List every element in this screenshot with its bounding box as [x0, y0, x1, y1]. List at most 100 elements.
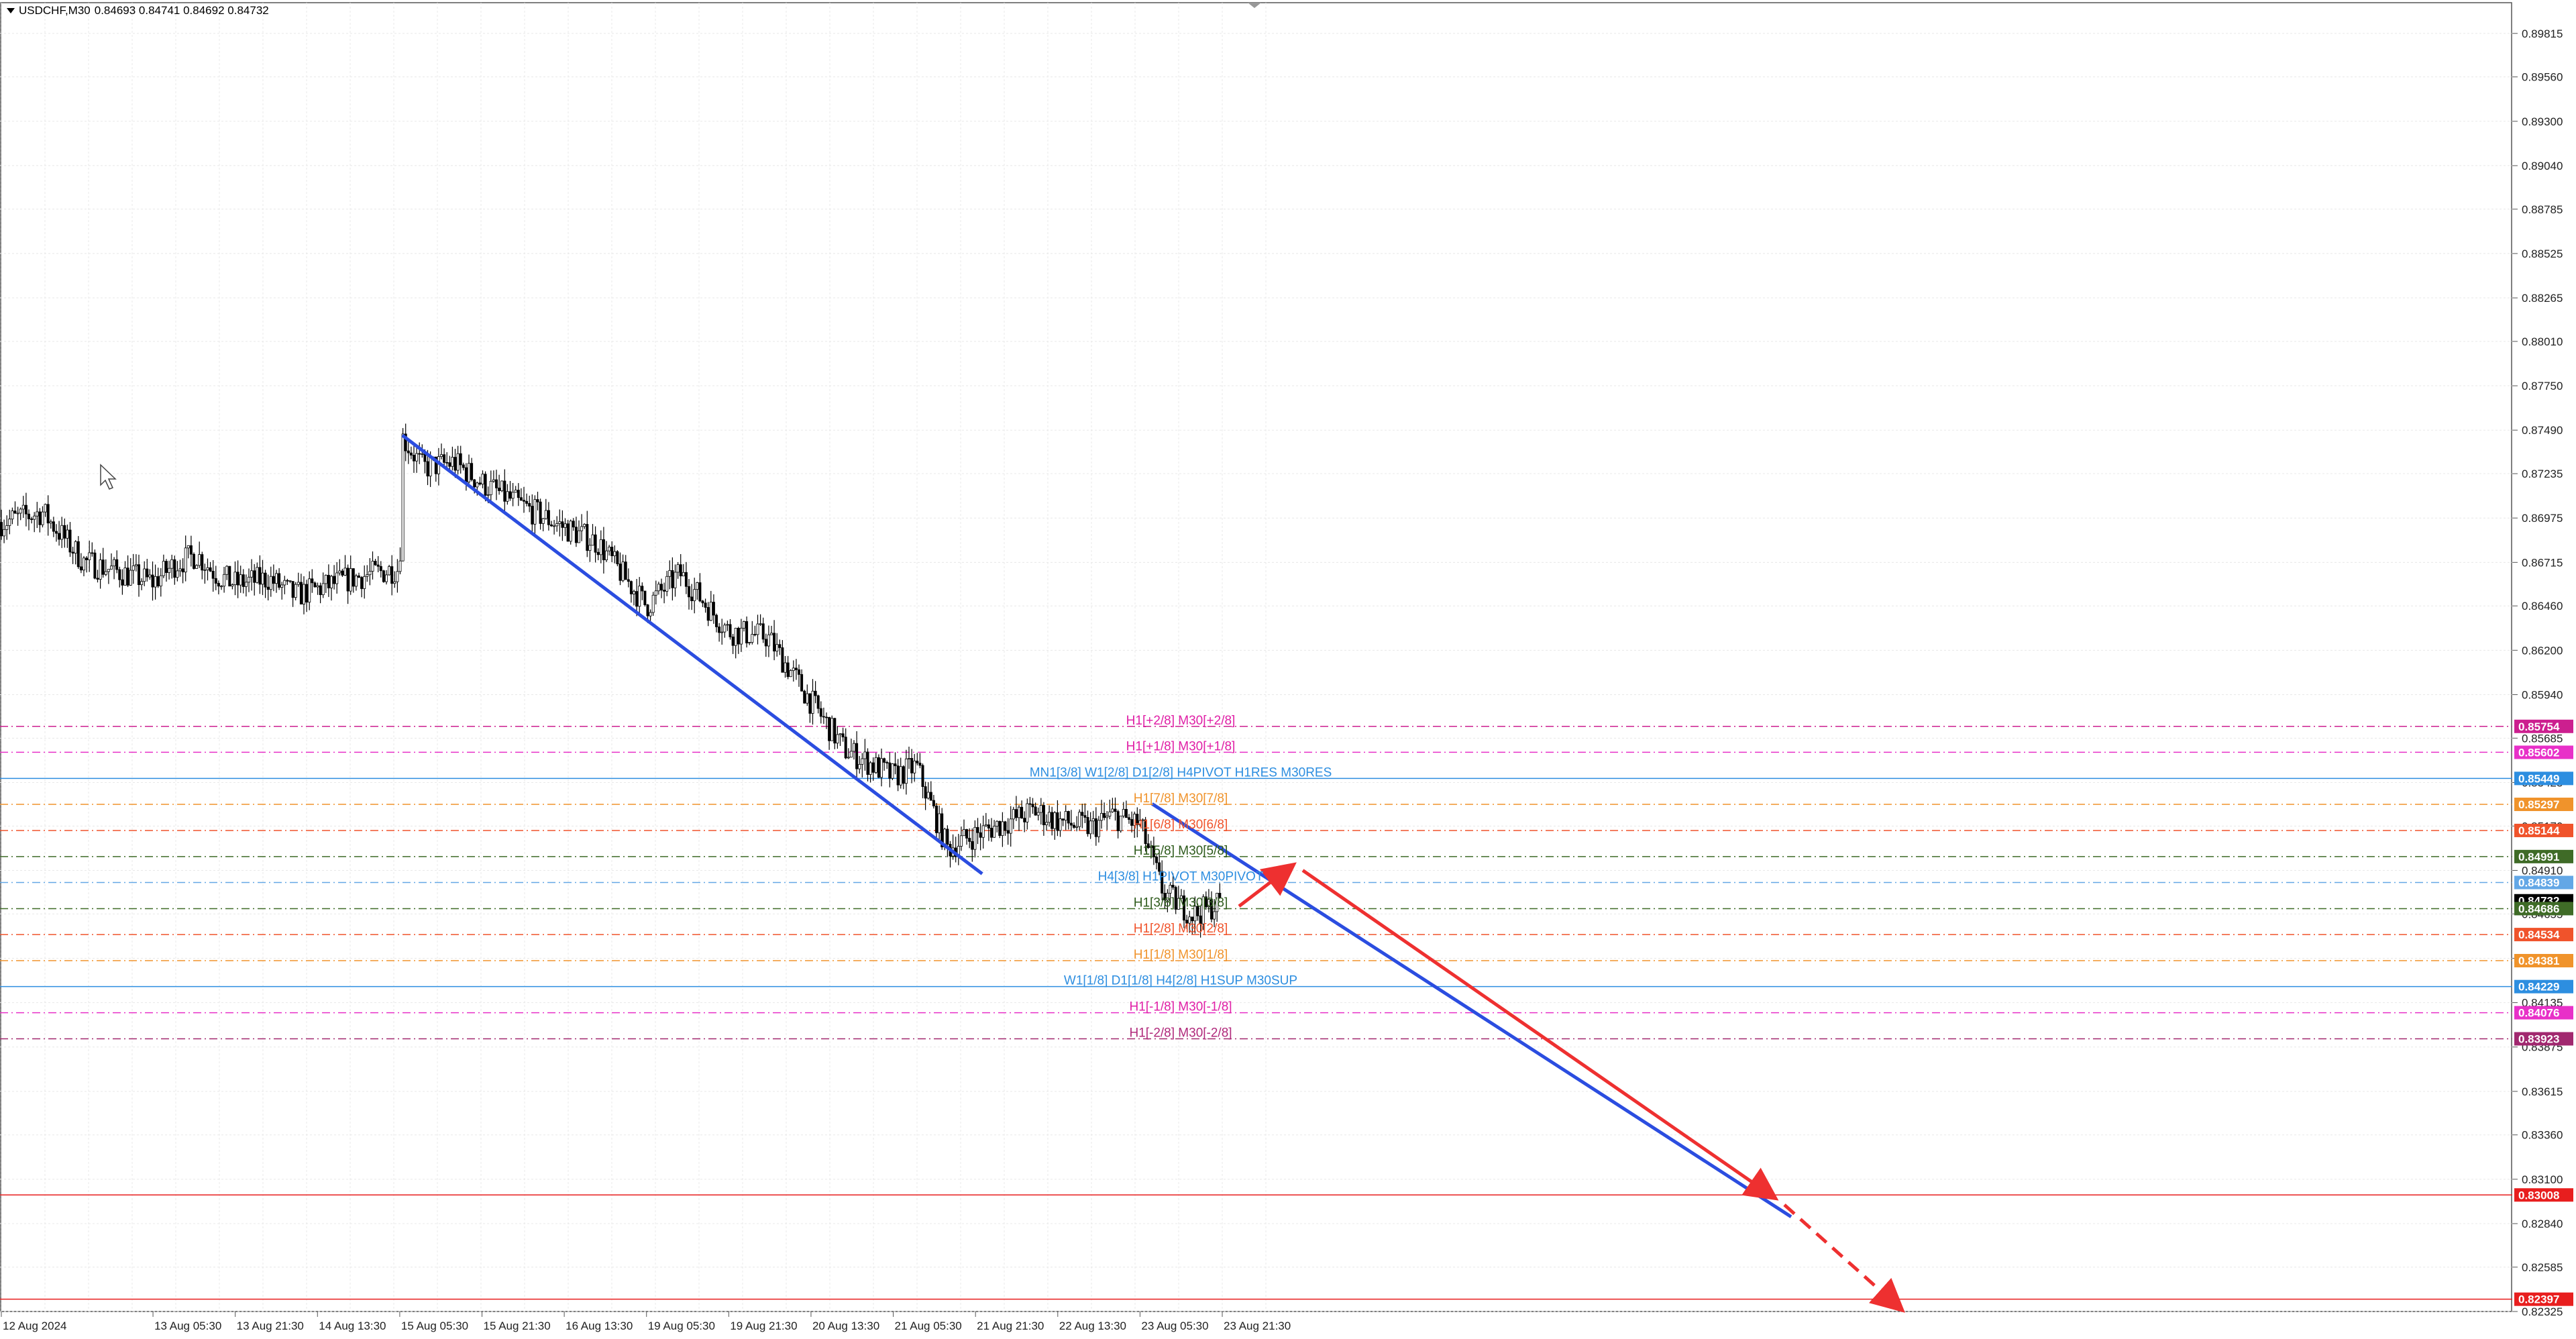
candle[interactable] [333, 576, 336, 584]
candle[interactable] [1204, 896, 1208, 908]
candle[interactable] [1128, 817, 1131, 820]
candle[interactable] [434, 456, 437, 474]
candle[interactable] [910, 758, 914, 773]
candle[interactable] [451, 457, 454, 467]
candle[interactable] [668, 570, 672, 577]
candle[interactable] [1056, 812, 1059, 831]
candle[interactable] [58, 533, 61, 540]
candle[interactable] [781, 647, 784, 673]
candle[interactable] [816, 695, 820, 709]
candle[interactable] [894, 763, 897, 767]
candle[interactable] [1108, 811, 1112, 817]
candle[interactable] [979, 832, 982, 838]
candle[interactable] [261, 572, 264, 585]
candle[interactable] [651, 594, 655, 613]
candle[interactable] [184, 547, 187, 573]
candle[interactable] [459, 453, 462, 466]
candle[interactable] [1169, 885, 1172, 894]
candle[interactable] [1020, 806, 1024, 819]
trend-line-upper[interactable] [401, 433, 983, 875]
candle[interactable] [280, 584, 284, 588]
candle[interactable] [921, 765, 924, 787]
candle[interactable] [121, 579, 124, 586]
candle[interactable] [36, 511, 39, 517]
candle[interactable] [1094, 818, 1097, 837]
candle[interactable] [492, 479, 495, 482]
candle[interactable] [981, 825, 985, 838]
candle[interactable] [1183, 895, 1186, 921]
candle[interactable] [819, 708, 822, 717]
candle[interactable] [913, 760, 916, 773]
candle[interactable] [88, 552, 91, 560]
candle[interactable] [786, 662, 790, 678]
candle[interactable] [1059, 818, 1062, 831]
candle[interactable] [586, 524, 589, 551]
candle[interactable] [407, 450, 410, 453]
candle[interactable] [236, 572, 239, 586]
candle[interactable] [847, 757, 850, 759]
candle[interactable] [481, 474, 484, 485]
candle[interactable] [756, 623, 759, 635]
candle[interactable] [973, 826, 977, 850]
candle[interactable] [908, 758, 911, 759]
candle[interactable] [874, 757, 877, 773]
candle[interactable] [503, 480, 506, 502]
candle[interactable] [1130, 819, 1134, 826]
candle[interactable] [643, 590, 647, 605]
candle[interactable] [470, 463, 474, 480]
candle[interactable] [987, 824, 990, 828]
candle[interactable] [79, 566, 83, 571]
candle[interactable] [1067, 811, 1070, 824]
candle[interactable] [113, 559, 116, 567]
candle[interactable] [393, 581, 396, 584]
candle[interactable] [745, 621, 749, 643]
candle[interactable] [123, 568, 127, 586]
candle[interactable] [627, 579, 630, 582]
candle[interactable] [272, 576, 275, 584]
candle[interactable] [525, 500, 529, 504]
candle[interactable] [963, 829, 966, 837]
candle[interactable] [93, 552, 97, 579]
candle[interactable] [663, 590, 666, 592]
candle[interactable] [641, 586, 644, 592]
candle[interactable] [244, 582, 248, 587]
candle[interactable] [464, 467, 468, 482]
candle[interactable] [341, 570, 344, 576]
candle[interactable] [624, 561, 627, 580]
candle[interactable] [1149, 845, 1152, 848]
candle[interactable] [918, 762, 922, 766]
candle[interactable] [1091, 818, 1095, 822]
plot-area[interactable] [0, 2, 2512, 1312]
candle[interactable] [189, 545, 193, 555]
candle[interactable] [30, 519, 34, 520]
candle[interactable] [1163, 893, 1167, 901]
candle[interactable] [696, 582, 699, 590]
candle[interactable] [871, 762, 875, 773]
candle[interactable] [233, 572, 237, 586]
candle[interactable] [561, 521, 564, 528]
candle[interactable] [96, 578, 99, 580]
candle[interactable] [605, 550, 608, 561]
candle[interactable] [1034, 806, 1037, 816]
candle[interactable] [858, 763, 861, 769]
candle[interactable] [558, 521, 561, 524]
candle[interactable] [173, 559, 176, 578]
candle[interactable] [993, 826, 996, 838]
candle[interactable] [684, 572, 688, 587]
candle[interactable] [382, 570, 385, 582]
candle[interactable] [544, 510, 547, 519]
candle[interactable] [1086, 817, 1089, 835]
candle[interactable] [929, 792, 932, 801]
candle[interactable] [523, 500, 526, 502]
candle[interactable] [833, 718, 837, 744]
candle[interactable] [101, 559, 105, 575]
candle[interactable] [770, 633, 773, 635]
candle[interactable] [676, 564, 680, 573]
candle[interactable] [71, 551, 74, 554]
candle[interactable] [916, 760, 919, 763]
candle[interactable] [5, 525, 9, 530]
candle[interactable] [473, 479, 476, 488]
candle[interactable] [28, 513, 31, 519]
candle[interactable] [288, 580, 292, 582]
candle[interactable] [1083, 815, 1087, 818]
